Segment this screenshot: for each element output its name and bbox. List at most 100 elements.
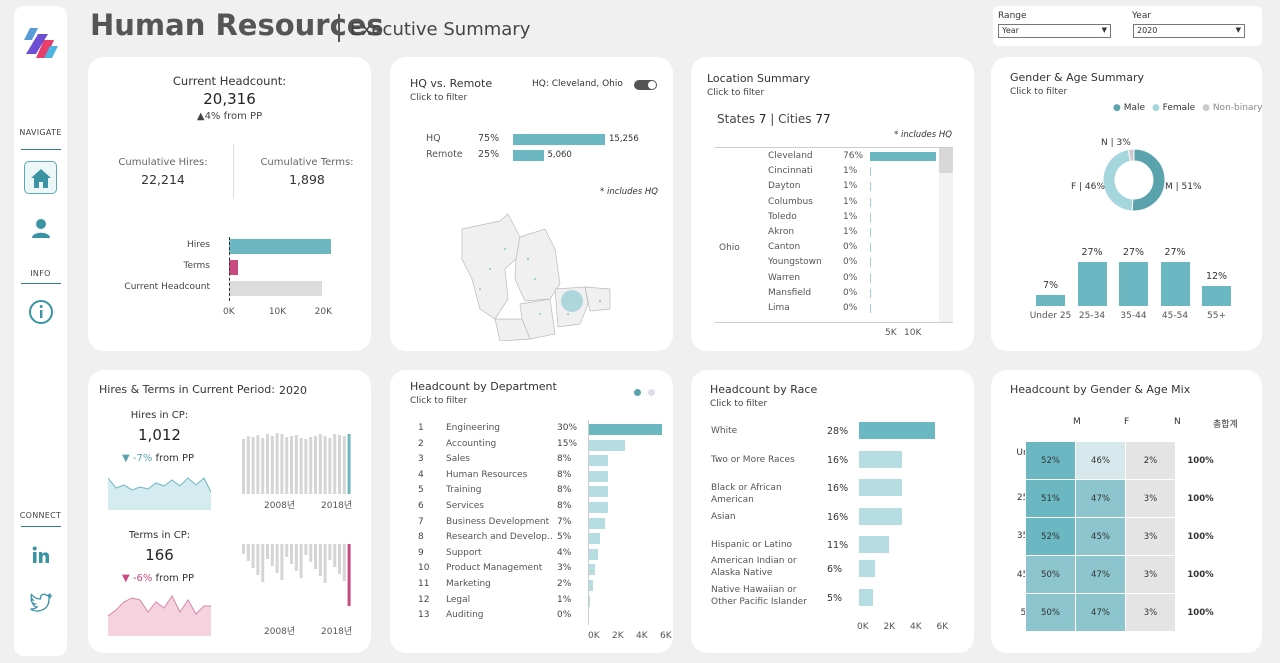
midwest-map[interactable]	[460, 209, 615, 341]
department-name[interactable]: Training	[446, 485, 482, 496]
city-label[interactable]: Lima	[768, 303, 790, 313]
hq-location-marker[interactable]	[561, 290, 583, 312]
city-label[interactable]: Columbus	[768, 196, 813, 207]
department-bar[interactable]	[588, 455, 608, 467]
department-name[interactable]: Product Management	[446, 563, 543, 574]
gender-donut-chart[interactable]	[1103, 149, 1165, 211]
department-bar[interactable]	[588, 595, 591, 607]
race-label[interactable]: Hispanic or Latino	[711, 540, 793, 550]
mix-cell-n[interactable]: 3%	[1125, 517, 1176, 556]
city-label[interactable]: Dayton	[768, 181, 801, 192]
mix-cell-f[interactable]: 47%	[1075, 593, 1126, 632]
nav-user-button[interactable]	[24, 211, 57, 244]
city-bar[interactable]	[870, 152, 936, 161]
age-bar[interactable]	[1036, 294, 1065, 306]
mix-cell-f[interactable]: 46%	[1075, 441, 1126, 480]
city-bar[interactable]	[870, 197, 871, 207]
mix-cell-f[interactable]: 45%	[1075, 517, 1126, 556]
department-name[interactable]: Support	[446, 547, 482, 558]
department-name[interactable]: Legal	[446, 594, 471, 605]
race-label[interactable]: Native Hawaiian or Other Pacific Islande…	[711, 585, 807, 607]
city-label[interactable]: Cincinnati	[768, 166, 813, 177]
mix-cell-t[interactable]: 100%	[1175, 441, 1226, 480]
twitter-button[interactable]	[24, 586, 57, 619]
mix-cell-m[interactable]: 52%	[1025, 441, 1076, 480]
city-bar[interactable]	[870, 258, 871, 268]
hq-row-bar[interactable]	[513, 134, 605, 145]
department-name[interactable]: Marketing	[446, 579, 491, 589]
race-label[interactable]: American Indian or Alaska Native	[711, 556, 797, 578]
department-bar[interactable]	[588, 548, 598, 560]
mix-cell-m[interactable]: 52%	[1025, 517, 1076, 556]
scrollbar-thumb[interactable]	[939, 148, 953, 173]
department-name[interactable]: Research and Develop..	[446, 532, 553, 543]
mix-cell-t[interactable]: 100%	[1175, 555, 1226, 594]
city-label[interactable]: Warren	[768, 272, 801, 283]
city-label[interactable]: Toledo	[768, 211, 797, 222]
department-name[interactable]: Engineering	[446, 423, 500, 433]
city-bar[interactable]	[870, 212, 871, 222]
department-bar[interactable]	[588, 502, 608, 513]
city-bar[interactable]	[870, 167, 871, 177]
mix-cell-m[interactable]: 51%	[1025, 479, 1076, 518]
mix-cell-t[interactable]: 100%	[1175, 593, 1226, 632]
race-label[interactable]: Two or More Races	[711, 455, 795, 465]
city-label[interactable]: Akron	[768, 227, 795, 237]
city-bar[interactable]	[870, 243, 871, 253]
race-bar[interactable]	[859, 451, 903, 468]
department-bar[interactable]	[588, 517, 606, 529]
headcount-bar[interactable]	[229, 260, 238, 275]
mix-cell-n[interactable]: 2%	[1125, 441, 1176, 480]
page-dot[interactable]	[648, 389, 655, 396]
age-bar[interactable]	[1160, 262, 1190, 306]
race-label[interactable]: Black or African American	[711, 483, 782, 505]
department-bar[interactable]	[588, 564, 596, 576]
age-bar[interactable]	[1119, 262, 1148, 306]
race-label[interactable]: Asian	[711, 512, 736, 522]
mix-cell-n[interactable]: 3%	[1125, 555, 1176, 594]
age-bar[interactable]	[1202, 286, 1231, 306]
mix-cell-m[interactable]: 50%	[1025, 555, 1076, 594]
linkedin-button[interactable]	[24, 538, 57, 571]
city-bar[interactable]	[870, 273, 871, 283]
department-name[interactable]: Accounting	[446, 438, 497, 449]
page-dot-active[interactable]	[634, 389, 641, 396]
department-bar[interactable]	[588, 439, 625, 451]
department-bar[interactable]	[588, 424, 662, 435]
department-name[interactable]: Human Resources	[446, 469, 528, 480]
hq-toggle-switch[interactable]	[634, 80, 657, 90]
department-name[interactable]: Auditing	[446, 610, 484, 621]
age-bar[interactable]	[1077, 262, 1107, 306]
nav-home-button[interactable]	[24, 161, 57, 194]
hq-row-bar[interactable]	[513, 150, 544, 161]
mix-cell-t[interactable]: 100%	[1175, 517, 1226, 556]
mix-cell-n[interactable]: 3%	[1125, 593, 1176, 632]
mix-cell-f[interactable]: 47%	[1075, 479, 1126, 518]
headcount-bar[interactable]	[229, 239, 331, 254]
city-bar[interactable]	[870, 304, 871, 313]
city-label[interactable]: Mansfield	[768, 287, 812, 298]
range-select[interactable]: Year ▼	[998, 24, 1111, 38]
scrollbar[interactable]	[939, 148, 953, 322]
legend-male[interactable]: Male	[1123, 103, 1146, 113]
city-bar[interactable]	[870, 288, 871, 298]
city-bar[interactable]	[870, 228, 871, 237]
legend-female[interactable]: Female	[1162, 103, 1196, 113]
race-bar[interactable]	[859, 508, 903, 525]
legend-nonbinary[interactable]: Non-binary	[1212, 103, 1263, 113]
city-label[interactable]: Cleveland	[768, 151, 813, 161]
mix-cell-t[interactable]: 100%	[1175, 479, 1226, 518]
department-bar[interactable]	[588, 470, 608, 482]
city-bar[interactable]	[870, 182, 871, 192]
race-bar[interactable]	[859, 560, 876, 577]
race-bar[interactable]	[859, 536, 889, 553]
race-bar[interactable]	[859, 422, 935, 439]
department-name[interactable]: Business Development	[446, 516, 550, 527]
mix-cell-f[interactable]: 47%	[1075, 555, 1126, 594]
city-label[interactable]: Canton	[768, 242, 801, 253]
department-bar[interactable]	[588, 533, 601, 545]
nav-info-button[interactable]	[24, 295, 57, 328]
department-name[interactable]: Sales	[446, 454, 470, 465]
mix-cell-m[interactable]: 50%	[1025, 593, 1076, 632]
race-bar[interactable]	[859, 479, 903, 496]
